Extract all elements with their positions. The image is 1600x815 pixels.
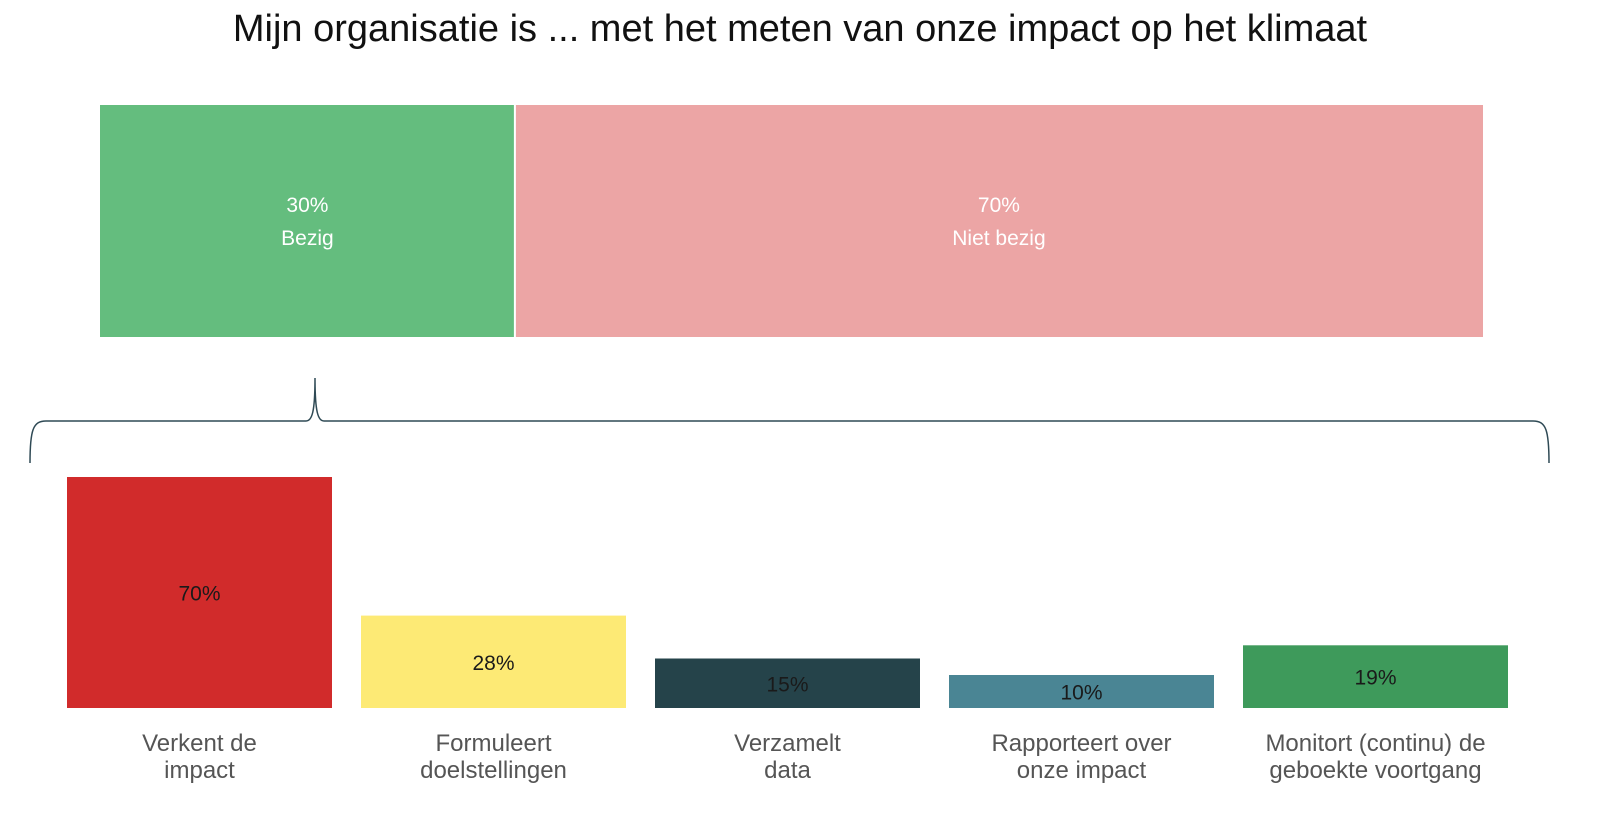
category-label: data [764, 757, 811, 784]
brace-connector [29, 377, 1550, 464]
bar-4 [949, 675, 1214, 708]
bar-5 [1243, 645, 1508, 708]
stacked-bar: 30% Bezig 70% Niet bezig [100, 105, 1483, 337]
category-label: Verzamelt [734, 730, 841, 757]
bar-2 [361, 615, 626, 708]
bar-3 [655, 658, 920, 708]
bar-1 [67, 477, 332, 708]
stack-segment-value: 30% [286, 194, 328, 217]
bar-value-label: 28% [472, 652, 514, 675]
category-label: Monitort (continu) de [1265, 730, 1485, 757]
category-label: onze impact [1017, 757, 1147, 784]
category-label: Rapporteert over [991, 730, 1171, 757]
stack-segment-1 [100, 105, 515, 337]
category-label: Verkent de [142, 730, 257, 757]
stack-segment-value: 70% [978, 194, 1020, 217]
bar-value-label: 15% [766, 673, 808, 696]
chart-title: Mijn organisatie is ... met het meten va… [232, 8, 1368, 50]
category-label: doelstellingen [420, 757, 567, 784]
category-label: impact [164, 757, 235, 784]
bar-value-label: 19% [1354, 667, 1396, 690]
bar-value-label: 10% [1060, 682, 1102, 705]
stack-segment-2 [514, 105, 1483, 337]
bar-value-label: 70% [178, 583, 220, 606]
stack-segment-label: Niet bezig [952, 227, 1045, 250]
stack-segment-label: Bezig [281, 227, 334, 250]
category-label: Formuleert [435, 730, 551, 757]
category-label: geboekte voortgang [1269, 757, 1481, 784]
